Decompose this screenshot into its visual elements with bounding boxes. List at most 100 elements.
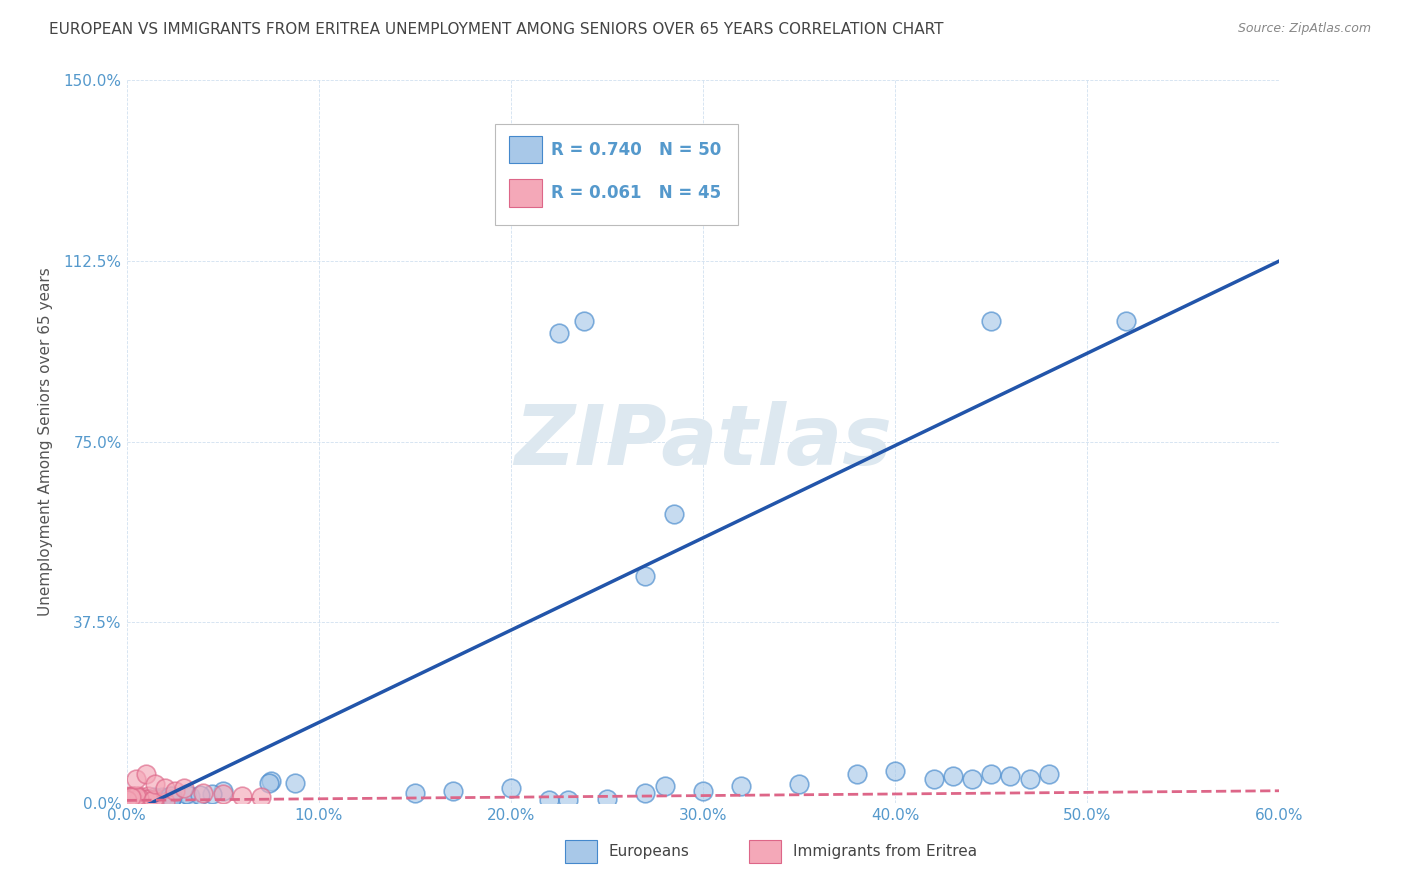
Point bbox=[135, 794, 157, 808]
Point bbox=[1038, 767, 1060, 781]
Point bbox=[143, 793, 166, 807]
Point bbox=[1000, 769, 1022, 783]
Point bbox=[211, 787, 233, 801]
Point bbox=[884, 764, 907, 779]
Point bbox=[557, 793, 579, 807]
Point bbox=[179, 789, 201, 803]
FancyBboxPatch shape bbox=[749, 839, 782, 863]
Point bbox=[142, 790, 165, 805]
Point bbox=[117, 789, 139, 804]
Point bbox=[132, 792, 155, 806]
Point bbox=[121, 789, 143, 803]
Point bbox=[127, 793, 149, 807]
Point bbox=[128, 789, 150, 804]
Point bbox=[980, 767, 1002, 781]
Point bbox=[922, 772, 945, 786]
Point bbox=[135, 767, 157, 781]
Point bbox=[212, 784, 235, 798]
Text: Europeans: Europeans bbox=[609, 844, 689, 859]
Text: R = 0.740   N = 50: R = 0.740 N = 50 bbox=[551, 141, 721, 159]
Point bbox=[548, 326, 571, 341]
Point bbox=[153, 795, 176, 809]
Point bbox=[441, 784, 464, 798]
Point bbox=[117, 795, 139, 809]
Point bbox=[538, 793, 561, 807]
Point bbox=[120, 789, 142, 804]
Point bbox=[654, 779, 676, 793]
Point bbox=[193, 786, 215, 800]
Point bbox=[845, 767, 868, 781]
Point bbox=[120, 793, 142, 807]
Point bbox=[121, 793, 143, 807]
Point bbox=[134, 793, 156, 807]
Point bbox=[121, 795, 143, 809]
Point bbox=[174, 787, 197, 801]
Point bbox=[136, 789, 159, 803]
Point bbox=[145, 776, 166, 790]
Point bbox=[118, 795, 141, 809]
Point bbox=[131, 791, 153, 805]
Point bbox=[118, 789, 141, 804]
Point bbox=[1115, 314, 1137, 328]
FancyBboxPatch shape bbox=[509, 179, 541, 207]
Point bbox=[127, 793, 149, 807]
Point bbox=[124, 793, 146, 807]
Point bbox=[942, 769, 965, 783]
Point bbox=[124, 792, 146, 806]
Point bbox=[692, 784, 714, 798]
Point bbox=[634, 569, 657, 583]
Point bbox=[980, 314, 1002, 328]
Point bbox=[125, 794, 148, 808]
Point bbox=[129, 795, 152, 809]
Point bbox=[150, 790, 173, 805]
Point bbox=[124, 795, 146, 809]
Point bbox=[117, 796, 139, 810]
Point bbox=[125, 772, 148, 786]
Point bbox=[231, 789, 253, 803]
FancyBboxPatch shape bbox=[565, 839, 598, 863]
Point bbox=[121, 789, 143, 803]
Point bbox=[259, 775, 281, 789]
Point bbox=[118, 796, 141, 810]
Point bbox=[160, 789, 183, 803]
Point bbox=[201, 787, 224, 801]
Point bbox=[124, 790, 146, 805]
Point bbox=[117, 793, 139, 807]
Point bbox=[138, 792, 160, 806]
Point bbox=[136, 791, 159, 805]
Point bbox=[163, 784, 186, 798]
Text: R = 0.061   N = 45: R = 0.061 N = 45 bbox=[551, 184, 721, 202]
Point bbox=[960, 772, 983, 786]
Point bbox=[115, 793, 138, 807]
Point bbox=[664, 507, 686, 521]
Point bbox=[122, 794, 145, 808]
Point bbox=[118, 793, 141, 807]
Point bbox=[153, 781, 176, 796]
Point bbox=[596, 792, 619, 806]
Point bbox=[150, 792, 173, 806]
Point bbox=[124, 789, 146, 803]
Point bbox=[139, 792, 162, 806]
Point bbox=[124, 795, 146, 809]
Point bbox=[1018, 772, 1040, 786]
Point bbox=[404, 786, 426, 800]
Point bbox=[173, 781, 195, 796]
Point bbox=[118, 790, 141, 805]
Point bbox=[117, 792, 139, 806]
Y-axis label: Unemployment Among Seniors over 65 years: Unemployment Among Seniors over 65 years bbox=[38, 268, 52, 615]
Point bbox=[125, 795, 148, 809]
Point bbox=[730, 779, 752, 793]
Point bbox=[260, 774, 283, 789]
Text: Immigrants from Eritrea: Immigrants from Eritrea bbox=[793, 844, 977, 859]
Text: Source: ZipAtlas.com: Source: ZipAtlas.com bbox=[1237, 22, 1371, 36]
Point bbox=[190, 789, 212, 803]
Point bbox=[159, 791, 181, 805]
FancyBboxPatch shape bbox=[495, 124, 738, 225]
Point bbox=[124, 795, 146, 809]
Point bbox=[132, 792, 155, 806]
Point bbox=[142, 792, 165, 806]
Point bbox=[159, 793, 181, 807]
Text: EUROPEAN VS IMMIGRANTS FROM ERITREA UNEMPLOYMENT AMONG SENIORS OVER 65 YEARS COR: EUROPEAN VS IMMIGRANTS FROM ERITREA UNEM… bbox=[49, 22, 943, 37]
Point bbox=[125, 794, 148, 808]
Text: ZIPatlas: ZIPatlas bbox=[515, 401, 891, 482]
